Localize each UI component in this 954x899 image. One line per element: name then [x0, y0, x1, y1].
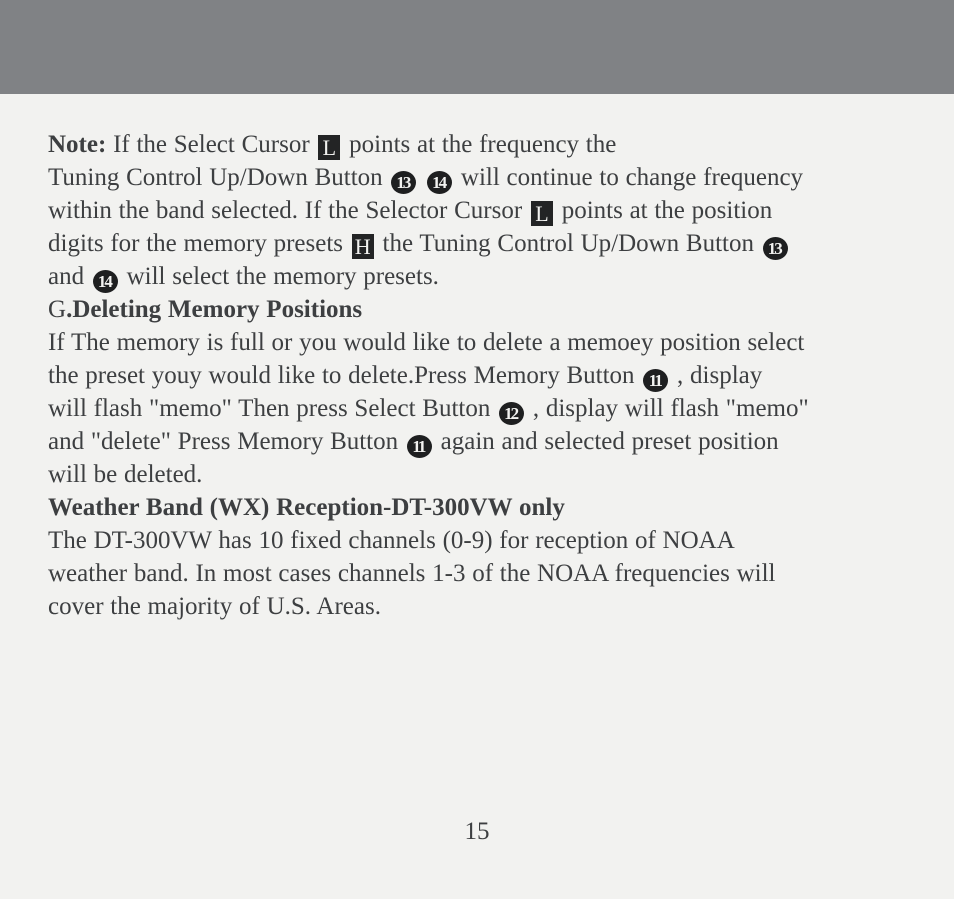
section-weather-text: The DT-300VW has 10 fixed channels (0-9)…: [48, 527, 735, 554]
section-g-text: again and selected preset position: [434, 428, 779, 455]
note-text: digits for the memory presets: [48, 230, 350, 257]
badge-13-icon: 13: [763, 237, 788, 260]
note-text: will continue to change frequency: [454, 164, 803, 191]
note-text: points at the position: [555, 197, 772, 224]
section-g-text: , display: [670, 362, 762, 389]
badge-L-icon: L: [531, 201, 553, 226]
section-weather: Weather Band (WX) Reception-DT-300VW onl…: [48, 491, 906, 623]
section-g-text: If The memory is full or you would like …: [48, 329, 804, 356]
badge-L-icon: L: [318, 135, 340, 160]
section-g-text: will be deleted.: [48, 461, 202, 488]
badge-14-icon: 14: [427, 171, 452, 194]
section-g-text: and "delete" Press Memory Button: [48, 428, 405, 455]
section-weather-text: weather band. In most cases channels 1-3…: [48, 560, 776, 587]
badge-H-icon: H: [352, 234, 374, 259]
header-bar: [0, 0, 954, 94]
note-text: within the band selected. If the Selecto…: [48, 197, 529, 224]
badge-11-icon: 11: [643, 369, 668, 392]
page-body: Note: If the Select Cursor L points at t…: [48, 128, 906, 623]
badge-12-icon: 12: [499, 402, 524, 425]
badge-14-icon: 14: [93, 270, 118, 293]
section-g-head-prefix: G: [48, 296, 66, 323]
section-weather-head: Weather Band (WX) Reception-DT-300VW onl…: [48, 494, 565, 521]
section-g-text: , display will flash "memo": [526, 395, 809, 422]
note-text: Tuning Control Up/Down Button: [48, 164, 389, 191]
section-g-head: .Deleting Memory Positions: [66, 296, 362, 323]
section-g: G.Deleting Memory Positions If The memor…: [48, 293, 906, 491]
note-text: and: [48, 263, 91, 290]
section-g-text: the preset youy would like to delete.Pre…: [48, 362, 641, 389]
page-number: 15: [0, 818, 954, 846]
badge-11-icon: 11: [407, 435, 432, 458]
note-paragraph: Note: If the Select Cursor L points at t…: [48, 128, 906, 293]
note-text: the Tuning Control Up/Down Button: [376, 230, 761, 257]
note-text: If the Select Cursor: [106, 131, 316, 158]
note-label: Note:: [48, 131, 106, 158]
section-weather-text: cover the majority of U.S. Areas.: [48, 593, 381, 620]
section-g-text: will flash "memo" Then press Select Butt…: [48, 395, 497, 422]
note-text: points at the frequency the: [342, 131, 616, 158]
note-text: will select the memory presets.: [120, 263, 439, 290]
badge-13-icon: 13: [391, 171, 416, 194]
